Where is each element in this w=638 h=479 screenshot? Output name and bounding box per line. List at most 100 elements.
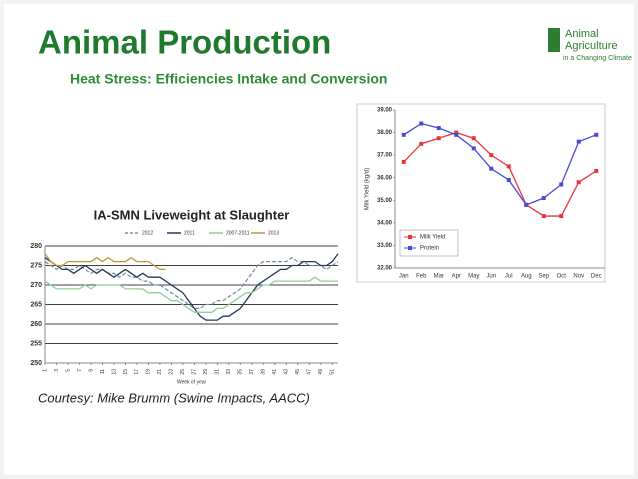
point <box>559 214 564 219</box>
y-tick-label: 37.00 <box>377 153 393 159</box>
y-tick-label: 32.00 <box>377 266 393 272</box>
x-tick-label: 25 <box>180 369 186 375</box>
chart-frame <box>356 103 606 283</box>
series-line <box>44 253 339 321</box>
x-axis-label: Week of year <box>177 379 207 385</box>
logo-icon <box>548 28 560 52</box>
x-tick-label: 35 <box>238 369 244 375</box>
x-tick-label: 23 <box>169 369 175 375</box>
y-tick-label: 250 <box>30 360 42 367</box>
x-tick-label: 9 <box>88 369 94 372</box>
x-tick-label: Mar <box>434 274 444 280</box>
x-tick-label: 51 <box>330 369 336 375</box>
legend-label: Protein <box>420 246 439 252</box>
series-line <box>403 131 597 217</box>
legend-label: 2011 <box>184 230 195 236</box>
y-tick-label: 39.00 <box>377 108 393 114</box>
x-tick-label: Feb <box>416 274 427 280</box>
point <box>419 121 424 126</box>
y-tick-label: 36.00 <box>377 175 393 181</box>
y-tick-label: 280 <box>30 243 42 250</box>
y-tick-label: 265 <box>30 301 42 308</box>
x-tick-label: 15 <box>123 369 129 375</box>
legend-label: 2007-2011 <box>226 230 250 236</box>
x-tick-label: 17 <box>134 369 140 375</box>
legend-marker <box>408 246 412 250</box>
x-tick-label: 49 <box>318 369 324 375</box>
y-axis-label: Milk Yield (kg/d) <box>365 168 371 210</box>
courtesy: Courtesy: Mike Brumm (Swine Impacts, AAC… <box>38 390 310 405</box>
x-tick-label: 31 <box>215 369 221 375</box>
point <box>401 132 406 137</box>
x-tick-label: Sep <box>538 274 549 280</box>
y-tick-label: 270 <box>30 282 42 289</box>
legend-marker <box>408 235 412 239</box>
y-tick-label: 255 <box>30 340 42 347</box>
x-tick-label: 13 <box>111 369 117 375</box>
x-tick-label: 41 <box>272 369 278 375</box>
x-tick-label: 1 <box>42 369 48 372</box>
slide-subtitle: Heat Stress: Efficiencies Intake and Con… <box>70 71 387 87</box>
x-tick-label: 21 <box>157 369 163 375</box>
x-tick-label: 7 <box>77 369 83 372</box>
point <box>524 202 529 207</box>
y-tick-label: 260 <box>30 321 42 328</box>
point <box>559 182 564 187</box>
point <box>471 146 476 151</box>
x-tick-label: 43 <box>284 369 290 375</box>
point <box>454 130 459 135</box>
point <box>576 180 581 185</box>
point <box>471 136 476 141</box>
y-tick-label: 38.00 <box>377 130 393 136</box>
x-tick-label: Nov <box>573 274 584 280</box>
series-line <box>403 122 597 206</box>
slide-title: Animal Production <box>38 24 331 61</box>
x-tick-label: 27 <box>192 369 198 375</box>
series-line <box>44 253 166 271</box>
x-tick-label: Jul <box>505 274 513 280</box>
point <box>506 164 511 169</box>
series-line <box>44 276 338 313</box>
x-tick-label: Dec <box>591 274 602 280</box>
x-tick-label: 45 <box>295 369 301 375</box>
y-tick-label: 34.00 <box>377 220 393 226</box>
x-tick-label: 11 <box>100 369 106 374</box>
point <box>594 168 599 173</box>
point <box>454 132 459 137</box>
point <box>594 132 599 137</box>
legend-label: 2012 <box>142 230 153 236</box>
x-tick-label: 37 <box>249 369 255 375</box>
x-tick-label: 39 <box>261 369 267 375</box>
x-tick-label: 19 <box>146 369 152 375</box>
point <box>436 126 441 131</box>
x-tick-label: Oct <box>557 274 567 280</box>
point <box>541 214 546 219</box>
legend-label: Milk Yield <box>420 235 445 241</box>
point <box>436 136 441 141</box>
point <box>506 177 511 182</box>
x-tick-label: 29 <box>203 369 209 375</box>
x-tick-label: 5 <box>65 369 71 372</box>
x-tick-label: 33 <box>226 369 232 375</box>
y-tick-label: 275 <box>30 262 42 269</box>
x-tick-label: Apr <box>452 274 461 280</box>
logo-text: Animal <box>565 28 599 40</box>
point <box>541 196 546 201</box>
x-tick-label: May <box>468 274 479 280</box>
x-tick-label: 3 <box>54 369 60 372</box>
x-tick-label: 47 <box>307 369 313 375</box>
legend-label: 2013 <box>268 230 279 236</box>
logo-text: Agriculture <box>565 40 618 52</box>
point <box>489 153 494 158</box>
x-tick-label: Jan <box>399 274 409 280</box>
point <box>489 166 494 171</box>
legend-box <box>399 229 459 257</box>
logo-text: in a Changing Climate <box>563 55 632 62</box>
point <box>419 141 424 146</box>
point <box>401 159 406 164</box>
chart-title: IA-SMN Liveweight at Slaughter <box>94 207 290 222</box>
y-tick-label: 33.00 <box>377 243 393 249</box>
point <box>576 139 581 144</box>
x-tick-label: Jun <box>486 274 496 280</box>
